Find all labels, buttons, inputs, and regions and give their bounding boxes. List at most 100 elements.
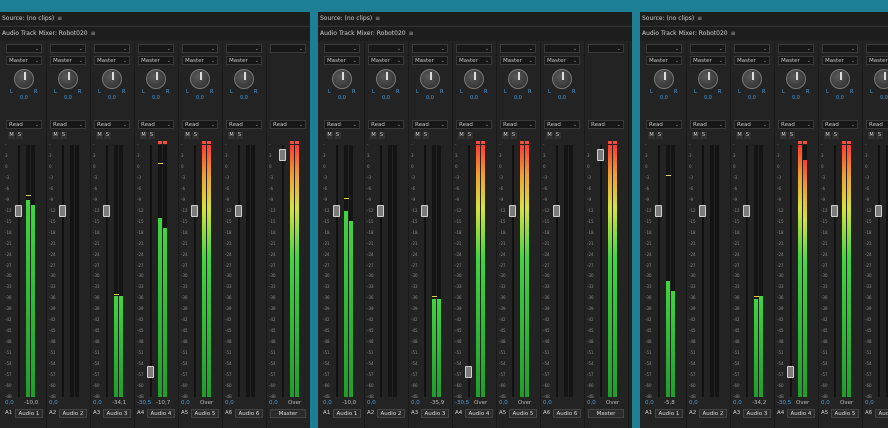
input-select[interactable]: ⌄: [324, 44, 360, 53]
volume-fader-handle[interactable]: [597, 149, 604, 162]
input-select[interactable]: ⌄: [866, 44, 888, 53]
automation-mode-select[interactable]: Read⌄: [138, 120, 174, 129]
solo-button[interactable]: S: [148, 132, 155, 139]
pan-value[interactable]: 0,0: [108, 95, 116, 101]
volume-fader-handle[interactable]: [333, 204, 340, 217]
automation-mode-select[interactable]: Read⌄: [690, 120, 726, 129]
input-select[interactable]: ⌄: [6, 44, 42, 53]
output-route-select[interactable]: Master ⌄: [412, 56, 448, 65]
pan-value[interactable]: 0,0: [64, 95, 72, 101]
pan-knob[interactable]: [508, 69, 528, 89]
input-select[interactable]: ⌄: [368, 44, 404, 53]
clip-indicator[interactable]: [481, 141, 485, 144]
pan-knob[interactable]: [830, 69, 850, 89]
pan-value[interactable]: 0,0: [20, 95, 28, 101]
track-name[interactable]: Audio 2: [59, 409, 87, 418]
input-select[interactable]: ⌄: [500, 44, 536, 53]
output-route-select[interactable]: Master ⌄: [226, 56, 262, 65]
track-name[interactable]: Audio 4: [465, 409, 493, 418]
pan-value[interactable]: 0,0: [152, 95, 160, 101]
automation-mode-select[interactable]: Read⌄: [544, 120, 580, 129]
clip-indicator[interactable]: [207, 141, 211, 144]
solo-button[interactable]: S: [832, 132, 839, 139]
mute-button[interactable]: M: [824, 132, 831, 139]
pan-value[interactable]: 0,0: [704, 95, 712, 101]
track-name[interactable]: Audio 5: [831, 409, 859, 418]
pan-knob[interactable]: [654, 69, 674, 89]
volume-fader-handle[interactable]: [875, 204, 882, 217]
input-select[interactable]: ⌄: [646, 44, 682, 53]
pan-value[interactable]: 0,0: [880, 95, 888, 101]
pan-knob[interactable]: [698, 69, 718, 89]
pan-value[interactable]: 0,0: [382, 95, 390, 101]
input-select[interactable]: ⌄: [822, 44, 858, 53]
pan-value[interactable]: 0,0: [426, 95, 434, 101]
fader-value[interactable]: 0,0: [5, 400, 14, 406]
mute-button[interactable]: M: [502, 132, 509, 139]
fader-value[interactable]: 0,0: [49, 400, 58, 406]
mute-button[interactable]: M: [648, 132, 655, 139]
output-route-select[interactable]: Master ⌄: [690, 56, 726, 65]
automation-mode-select[interactable]: Read⌄: [50, 120, 86, 129]
automation-mode-select[interactable]: Read⌄: [822, 120, 858, 129]
source-monitor-tab[interactable]: Source: (no clips) ≡: [318, 12, 632, 25]
menu-lines-icon[interactable]: ≡: [730, 30, 736, 37]
fader-value[interactable]: -30,5: [137, 400, 152, 406]
output-route-select[interactable]: Master ⌄: [734, 56, 770, 65]
output-route-select[interactable]: Master ⌄: [368, 56, 404, 65]
pan-value[interactable]: 0,0: [558, 95, 566, 101]
clip-indicator[interactable]: [613, 141, 617, 144]
pan-value[interactable]: 0,0: [470, 95, 478, 101]
audio-track-mixer-tab[interactable]: Audio Track Mixer: Robot020 ≡: [318, 26, 632, 41]
input-select[interactable]: ⌄: [138, 44, 174, 53]
pan-value[interactable]: 0,0: [748, 95, 756, 101]
solo-button[interactable]: S: [744, 132, 751, 139]
track-name[interactable]: Audio 5: [191, 409, 219, 418]
track-name[interactable]: Audio 3: [421, 409, 449, 418]
pan-value[interactable]: 0,0: [792, 95, 800, 101]
clip-indicator[interactable]: [290, 141, 294, 144]
pan-knob[interactable]: [58, 69, 78, 89]
pan-knob[interactable]: [14, 69, 34, 89]
automation-mode-select[interactable]: Read⌄: [182, 120, 218, 129]
output-route-select[interactable]: Master ⌄: [544, 56, 580, 65]
volume-fader-handle[interactable]: [743, 204, 750, 217]
source-monitor-tab[interactable]: Source: (no clips) ≡: [640, 12, 888, 25]
pan-value[interactable]: 0,0: [196, 95, 204, 101]
track-name[interactable]: Audio 3: [743, 409, 771, 418]
mute-button[interactable]: M: [692, 132, 699, 139]
volume-fader-handle[interactable]: [465, 365, 472, 378]
output-route-select[interactable]: Master ⌄: [324, 56, 360, 65]
menu-lines-icon[interactable]: ≡: [697, 15, 703, 22]
fader-value[interactable]: 0,0: [323, 400, 332, 406]
automation-mode-select[interactable]: Read⌄: [456, 120, 492, 129]
clip-indicator[interactable]: [798, 141, 802, 144]
track-name[interactable]: Audio 2: [699, 409, 727, 418]
automation-mode-select[interactable]: Read⌄: [324, 120, 360, 129]
input-select[interactable]: ⌄: [226, 44, 262, 53]
pan-knob[interactable]: [376, 69, 396, 89]
fader-value[interactable]: 0,0: [645, 400, 654, 406]
solo-button[interactable]: S: [60, 132, 67, 139]
output-route-select[interactable]: Master ⌄: [646, 56, 682, 65]
clip-indicator[interactable]: [525, 141, 529, 144]
track-name[interactable]: Audio 6: [553, 409, 581, 418]
track-name[interactable]: Audio 6: [875, 409, 888, 418]
automation-mode-select[interactable]: Read⌄: [866, 120, 888, 129]
volume-fader-handle[interactable]: [15, 204, 22, 217]
fader-value[interactable]: -30,5: [777, 400, 792, 406]
fader-value[interactable]: 0,0: [411, 400, 420, 406]
solo-button[interactable]: S: [554, 132, 561, 139]
pan-knob[interactable]: [146, 69, 166, 89]
mute-button[interactable]: M: [326, 132, 333, 139]
automation-mode-select[interactable]: Read⌄: [94, 120, 130, 129]
track-name[interactable]: Audio 3: [103, 409, 131, 418]
fader-value[interactable]: -30,5: [455, 400, 470, 406]
volume-fader-handle[interactable]: [509, 204, 516, 217]
fader-value[interactable]: 0,0: [543, 400, 552, 406]
clip-indicator[interactable]: [295, 141, 299, 144]
menu-lines-icon[interactable]: ≡: [57, 15, 63, 22]
volume-fader-handle[interactable]: [699, 204, 706, 217]
automation-mode-select[interactable]: Read⌄: [778, 120, 814, 129]
menu-lines-icon[interactable]: ≡: [375, 15, 381, 22]
